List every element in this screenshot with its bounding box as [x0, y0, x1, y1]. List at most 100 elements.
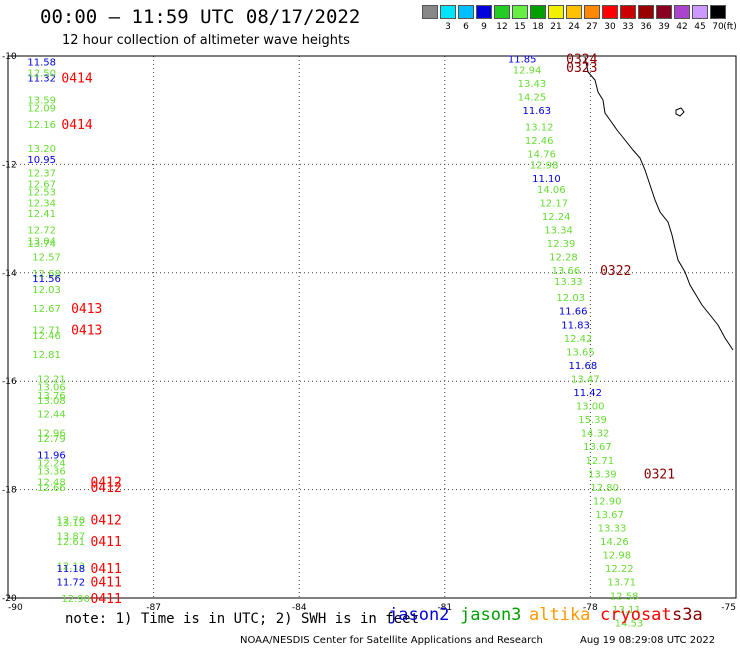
pass-date-label: 0324 [566, 53, 597, 68]
swh-value: 12.22 [605, 564, 634, 575]
swh-value: 13.12 [57, 518, 86, 529]
legend-swatch [530, 5, 546, 19]
swh-value: 12.90 [61, 594, 90, 605]
swh-value: 13.00 [576, 402, 605, 413]
legend-label: 3 [445, 22, 451, 32]
pass-date-label: 0411 [91, 562, 122, 577]
pass-date-label: 0412 [91, 513, 122, 528]
pass-date-label: 0323 [566, 61, 597, 76]
swh-value: 11.18 [57, 564, 86, 575]
swh-value: 13.43 [518, 79, 547, 90]
swh-value: 11.58 [27, 57, 56, 68]
swh-value: 11.42 [573, 388, 602, 399]
swh-value: 14.32 [581, 429, 610, 440]
swh-value: 12.09 [27, 103, 56, 114]
legend-swatch [566, 5, 582, 19]
swh-value: 13.33 [598, 524, 627, 535]
swh-value: 12.34 [27, 198, 56, 209]
coastline [584, 56, 734, 351]
legend-swatch [458, 5, 474, 19]
swh-value: 12.13 [57, 561, 86, 572]
chart-title: 00:00 — 11:59 UTC 08/17/2022 [40, 6, 361, 28]
legend-swatch [638, 5, 654, 19]
pass-date-label: 0412 [91, 481, 122, 496]
legend-label: 6 [463, 22, 469, 32]
swh-value: 12.98 [603, 551, 632, 562]
legend-label: 15 [514, 22, 526, 32]
pass-date-label: 0411 [91, 535, 122, 550]
swh-value: 12.03 [32, 285, 61, 296]
swh-value: 12.44 [37, 410, 66, 421]
swh-value: 12.24 [37, 459, 66, 470]
satellite-altika: altika [529, 605, 591, 625]
x-tick-label: -75 [721, 603, 736, 613]
pass-date-label: 0413 [71, 324, 102, 339]
swh-value: 15.39 [578, 415, 607, 426]
satellite-s3a: s3a [672, 605, 703, 625]
y-tick-label: -12 [2, 160, 17, 170]
swh-value: 12.66 [37, 483, 66, 494]
legend-label: 21 [550, 22, 562, 32]
swh-value: 13.08 [37, 396, 66, 407]
legend-label: 33 [622, 22, 634, 32]
swh-value: 12.42 [564, 334, 593, 345]
swh-value: 13.71 [607, 578, 636, 589]
swh-value: 12.71 [32, 326, 61, 337]
y-tick-label: -14 [2, 269, 17, 279]
island [675, 107, 685, 117]
y-tick-label: -20 [2, 594, 17, 604]
swh-value: 12.41 [27, 209, 56, 220]
y-tick-label: -18 [2, 486, 17, 496]
swh-value: 13.34 [544, 225, 573, 236]
swh-value: 13.06 [37, 383, 66, 394]
swh-value: 13.67 [583, 442, 612, 453]
x-tick-label: -84 [292, 603, 307, 613]
swh-value: 14.26 [600, 537, 629, 548]
swh-value: 13.12 [525, 122, 554, 133]
swh-value: 12.39 [547, 239, 576, 250]
legend-swatch [440, 5, 456, 19]
pass-date-label: 0414 [61, 72, 92, 87]
swh-value: 12.17 [539, 198, 568, 209]
swh-value: 12.37 [27, 169, 56, 180]
swh-value: 13.87 [57, 532, 86, 543]
legend-swatch [476, 5, 492, 19]
satellite-jason2: jason2 [388, 605, 450, 625]
swh-value: 12.80 [590, 483, 619, 494]
swh-value: 12.90 [593, 496, 622, 507]
swh-value: 12.72 [27, 225, 56, 236]
swh-value: 14.06 [537, 185, 566, 196]
swh-value: 13.36 [37, 467, 66, 478]
y-tick-label: -16 [2, 377, 17, 387]
satellite-cryosat: cryosat [600, 605, 672, 625]
swh-value: 11.63 [522, 106, 551, 117]
swh-value: 13.65 [566, 347, 595, 358]
legend-label: 27 [586, 22, 598, 32]
pass-date-label: 0414 [61, 118, 92, 133]
pass-date-label: 0411 [91, 592, 122, 607]
swh-value: 11.68 [569, 361, 598, 372]
legend-swatch [602, 5, 618, 19]
swh-value: 11.72 [57, 578, 86, 589]
legend-swatch [674, 5, 690, 19]
swh-value: 11.32 [27, 74, 56, 85]
swh-value: 12.71 [586, 456, 615, 467]
legend-label: 39 [658, 22, 670, 32]
legend-swatch [422, 5, 438, 19]
map-frame [7, 55, 737, 599]
legend-swatch [656, 5, 672, 19]
swh-value: 14.25 [518, 93, 547, 104]
swh-value: 13.59 [27, 95, 56, 106]
swh-value: 12.67 [27, 179, 56, 190]
swh-value: 11.66 [559, 307, 588, 318]
swh-value: 13.04 [27, 236, 56, 247]
swh-value: 12.58 [610, 591, 639, 602]
swh-value: 12.70 [57, 515, 86, 526]
swh-value: 12.67 [32, 304, 61, 315]
legend-label: 30 [604, 22, 616, 32]
x-tick-label: -87 [146, 603, 161, 613]
x-tick-label: -90 [8, 603, 23, 613]
pass-date-label: 0413 [71, 302, 102, 317]
legend-label: 12 [496, 22, 508, 32]
